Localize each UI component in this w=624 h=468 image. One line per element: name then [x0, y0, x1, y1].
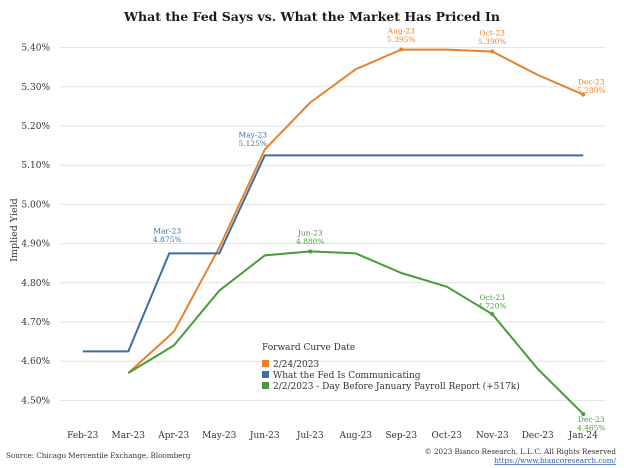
x-tick-label: Feb-23	[67, 431, 99, 441]
data-point-marker	[490, 49, 495, 54]
y-tick-label: 5.00%	[21, 200, 50, 210]
y-tick-label: 5.30%	[21, 83, 50, 93]
data-label: May-23	[239, 130, 268, 139]
legend-title: Forward Curve Date	[262, 343, 355, 353]
legend-item: 2/2/2023 - Day Before January Payroll Re…	[273, 381, 520, 392]
series-line-2	[127, 250, 585, 415]
legend-swatch	[262, 371, 269, 378]
x-tick-label: Sep-23	[385, 431, 417, 441]
x-tick-label: Nov-23	[476, 431, 509, 441]
data-point-marker	[490, 312, 495, 317]
data-annotations: Aug-235.395%Oct-235.390%Dec-235.280%Mar-…	[153, 27, 606, 433]
data-label: 5.125%	[238, 139, 267, 148]
data-label: Oct-23	[480, 29, 506, 38]
chart-title: What the Fed Says vs. What the Market Ha…	[123, 9, 500, 24]
y-axis-ticks: 4.50% 4.60% 4.70% 4.80% 4.90% 5.00% 5.10% 5.20%…	[21, 44, 50, 407]
y-tick-label: 4.90%	[21, 240, 50, 250]
y-tick-label: 4.80%	[21, 279, 50, 289]
data-point-marker	[308, 249, 313, 254]
data-label: Mar-23	[153, 226, 181, 235]
y-tick-label: 5.10%	[21, 161, 50, 171]
x-tick-label: May-23	[202, 431, 236, 441]
x-tick-label: Jan-24	[568, 431, 599, 441]
x-tick-label: Jul-23	[296, 431, 324, 441]
website-link[interactable]: https://www.biancoresearch.com/	[494, 456, 616, 465]
x-axis-ticks: Feb-23 Mar-23 Apr-23 May-23 Jun-23 Jul-23 Aug-…	[67, 431, 598, 441]
y-axis-label: Implied Yield	[9, 198, 20, 262]
data-label: 4.720%	[478, 302, 507, 311]
data-label: Dec-23	[578, 415, 605, 424]
x-tick-label: Dec-23	[522, 431, 554, 441]
y-tick-label: 4.50%	[21, 396, 50, 406]
data-label: Dec-23	[578, 78, 605, 87]
x-tick-label: Oct-23	[431, 431, 462, 441]
data-label: 4.875%	[153, 235, 182, 244]
data-label: 4.465%	[577, 424, 606, 433]
copyright-note: © 2023 Bianco Research, L.L.C. All Right…	[425, 447, 617, 456]
x-tick-label: Apr-23	[157, 431, 189, 441]
data-label: Jun-23	[297, 228, 323, 237]
series-line-0	[127, 48, 584, 374]
data-label: 5.390%	[478, 37, 507, 46]
y-tick-label: 4.60%	[21, 357, 50, 367]
series-lines	[82, 48, 585, 415]
data-label: 5.395%	[387, 35, 416, 44]
legend-item: What the Fed Is Communicating	[273, 371, 421, 381]
data-label: 5.280%	[577, 86, 606, 95]
data-point-marker	[581, 92, 586, 97]
y-tick-label: 4.70%	[21, 318, 50, 328]
legend-swatch	[262, 360, 269, 367]
series-line-1	[82, 154, 584, 353]
x-tick-label: Jun-23	[249, 431, 280, 441]
x-tick-label: Mar-23	[112, 431, 146, 441]
data-label: Oct-23	[480, 293, 506, 302]
data-point-marker	[399, 47, 404, 52]
legend-swatch	[262, 382, 269, 389]
source-note: Source: Chicago Mercentile Exchange, Blo…	[6, 451, 191, 460]
data-label: Aug-23	[387, 27, 415, 36]
y-tick-label: 5.20%	[21, 122, 50, 132]
data-point-marker	[581, 412, 586, 417]
data-label: 4.880%	[296, 237, 325, 246]
legend-item: 2/24/2023	[273, 360, 319, 370]
x-tick-label: Aug-23	[338, 431, 372, 441]
y-tick-label: 5.40%	[21, 44, 50, 54]
